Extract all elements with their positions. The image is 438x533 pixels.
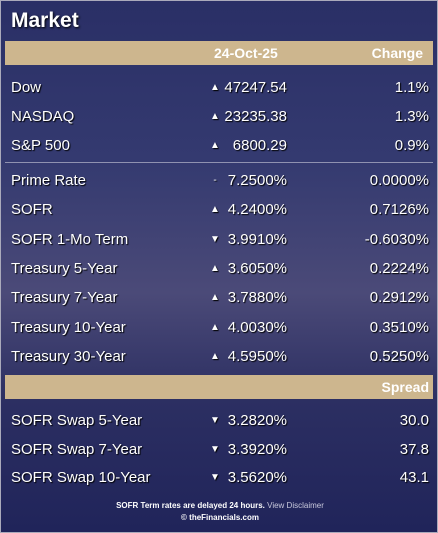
row-value: 3.5620% — [227, 469, 287, 487]
row-change: 30.0 — [399, 412, 429, 429]
row-change: 0.3510% — [369, 318, 429, 336]
row-name: SOFR 1-Mo Term — [11, 230, 129, 248]
row-name: Treasury 10-Year — [11, 318, 126, 336]
row-change: 0.5250% — [369, 347, 429, 365]
row-name: NASDAQ — [11, 108, 75, 125]
row-value: 6800.29 — [232, 137, 287, 154]
row-change: 0.0000% — [369, 172, 429, 189]
table-row: S&P 500 ▲ 6800.29 0.9% — [5, 131, 433, 160]
row-value: 3.7880% — [227, 289, 287, 307]
direction-arrow: ▼ — [210, 472, 220, 484]
direction-arrow: ▲ — [210, 350, 220, 362]
table-row: Treasury 10-Year ▲ 4.0030% 0.3510% — [5, 313, 433, 342]
row-change: -0.6030% — [364, 230, 429, 248]
table-row: SOFR ▲ 4.2400% 0.7126% — [5, 195, 433, 224]
row-name: SOFR Swap 10-Year — [11, 469, 151, 487]
row-change: 0.2912% — [369, 289, 429, 307]
row-value: 3.6050% — [227, 259, 287, 277]
change-label: Change — [371, 45, 423, 61]
row-name: Dow — [11, 79, 42, 96]
row-value: 3.2820% — [227, 412, 287, 429]
direction-arrow: - — [213, 175, 217, 186]
table-row: Prime Rate -7.2500% 0.0000% — [5, 166, 433, 195]
direction-arrow: ▼ — [210, 233, 220, 245]
table-row: SOFR Swap 10-Year ▼ 3.5620% 43.1 — [5, 463, 433, 492]
row-name: S&P 500 — [11, 137, 70, 154]
row-change: 0.9% — [394, 137, 429, 154]
footer-copyright: © theFinancials.com — [181, 513, 259, 522]
row-change: 43.1 — [399, 469, 429, 487]
row-name: Treasury 5-Year — [11, 259, 118, 277]
row-value: 47247.54 — [224, 79, 287, 96]
table-row: Treasury 30-Year ▲ 4.5950% 0.5250% — [5, 342, 433, 371]
direction-arrow: ▲ — [210, 204, 220, 216]
spread-label: Spread — [381, 379, 429, 395]
section-divider — [5, 162, 433, 163]
table-row: Dow ▲ 47247.54 1.1% — [5, 73, 433, 102]
table-row: SOFR Swap 5-Year ▼ 3.2820% 30.0 — [5, 406, 433, 435]
row-value: 3.3920% — [227, 440, 287, 458]
direction-arrow: ▲ — [210, 82, 220, 93]
row-value: 23235.38 — [224, 108, 287, 125]
table-row: Treasury 5-Year ▲ 3.6050% 0.2224% — [5, 254, 433, 283]
row-change: 0.7126% — [369, 201, 429, 219]
row-value: 4.5950% — [227, 347, 287, 365]
direction-arrow: ▲ — [210, 262, 220, 274]
row-name: Prime Rate — [11, 172, 87, 189]
direction-arrow: ▲ — [210, 292, 220, 304]
footer-note-line: SOFR Term rates are delayed 24 hours. Vi… — [1, 501, 437, 510]
widget-title: Market — [11, 9, 79, 32]
row-change: 0.2224% — [369, 259, 429, 277]
table-row: SOFR 1-Mo Term ▼ 3.9910% -0.6030% — [5, 225, 433, 254]
row-name: Treasury 7-Year — [11, 289, 118, 307]
row-name: SOFR Swap 7-Year — [11, 440, 143, 458]
direction-arrow: ▲ — [210, 111, 220, 122]
row-name: SOFR Swap 5-Year — [11, 412, 143, 429]
row-value: 3.9910% — [227, 230, 287, 248]
row-change: 1.3% — [394, 108, 429, 125]
header-bar — [5, 41, 433, 65]
table-row: SOFR Swap 7-Year ▼ 3.3920% 37.8 — [5, 435, 433, 464]
disclaimer-link[interactable]: View Disclaimer — [267, 501, 324, 510]
date-label: 24-Oct-25 — [214, 45, 278, 61]
direction-arrow: ▼ — [210, 443, 220, 455]
row-value: 4.2400% — [227, 201, 287, 219]
row-change: 37.8 — [399, 440, 429, 458]
direction-arrow: ▲ — [210, 140, 220, 151]
row-value: 7.2500% — [227, 172, 287, 189]
footer-note: SOFR Term rates are delayed 24 hours. — [116, 501, 265, 510]
row-change: 1.1% — [394, 79, 429, 96]
row-value: 4.0030% — [227, 318, 287, 336]
row-name: SOFR — [11, 201, 53, 219]
table-row: Treasury 7-Year ▲ 3.7880% 0.2912% — [5, 283, 433, 312]
spread-bar — [5, 375, 433, 399]
direction-arrow: ▼ — [210, 415, 220, 426]
row-name: Treasury 30-Year — [11, 347, 126, 365]
direction-arrow: ▲ — [210, 321, 220, 333]
table-row: NASDAQ ▲ 23235.38 1.3% — [5, 102, 433, 131]
